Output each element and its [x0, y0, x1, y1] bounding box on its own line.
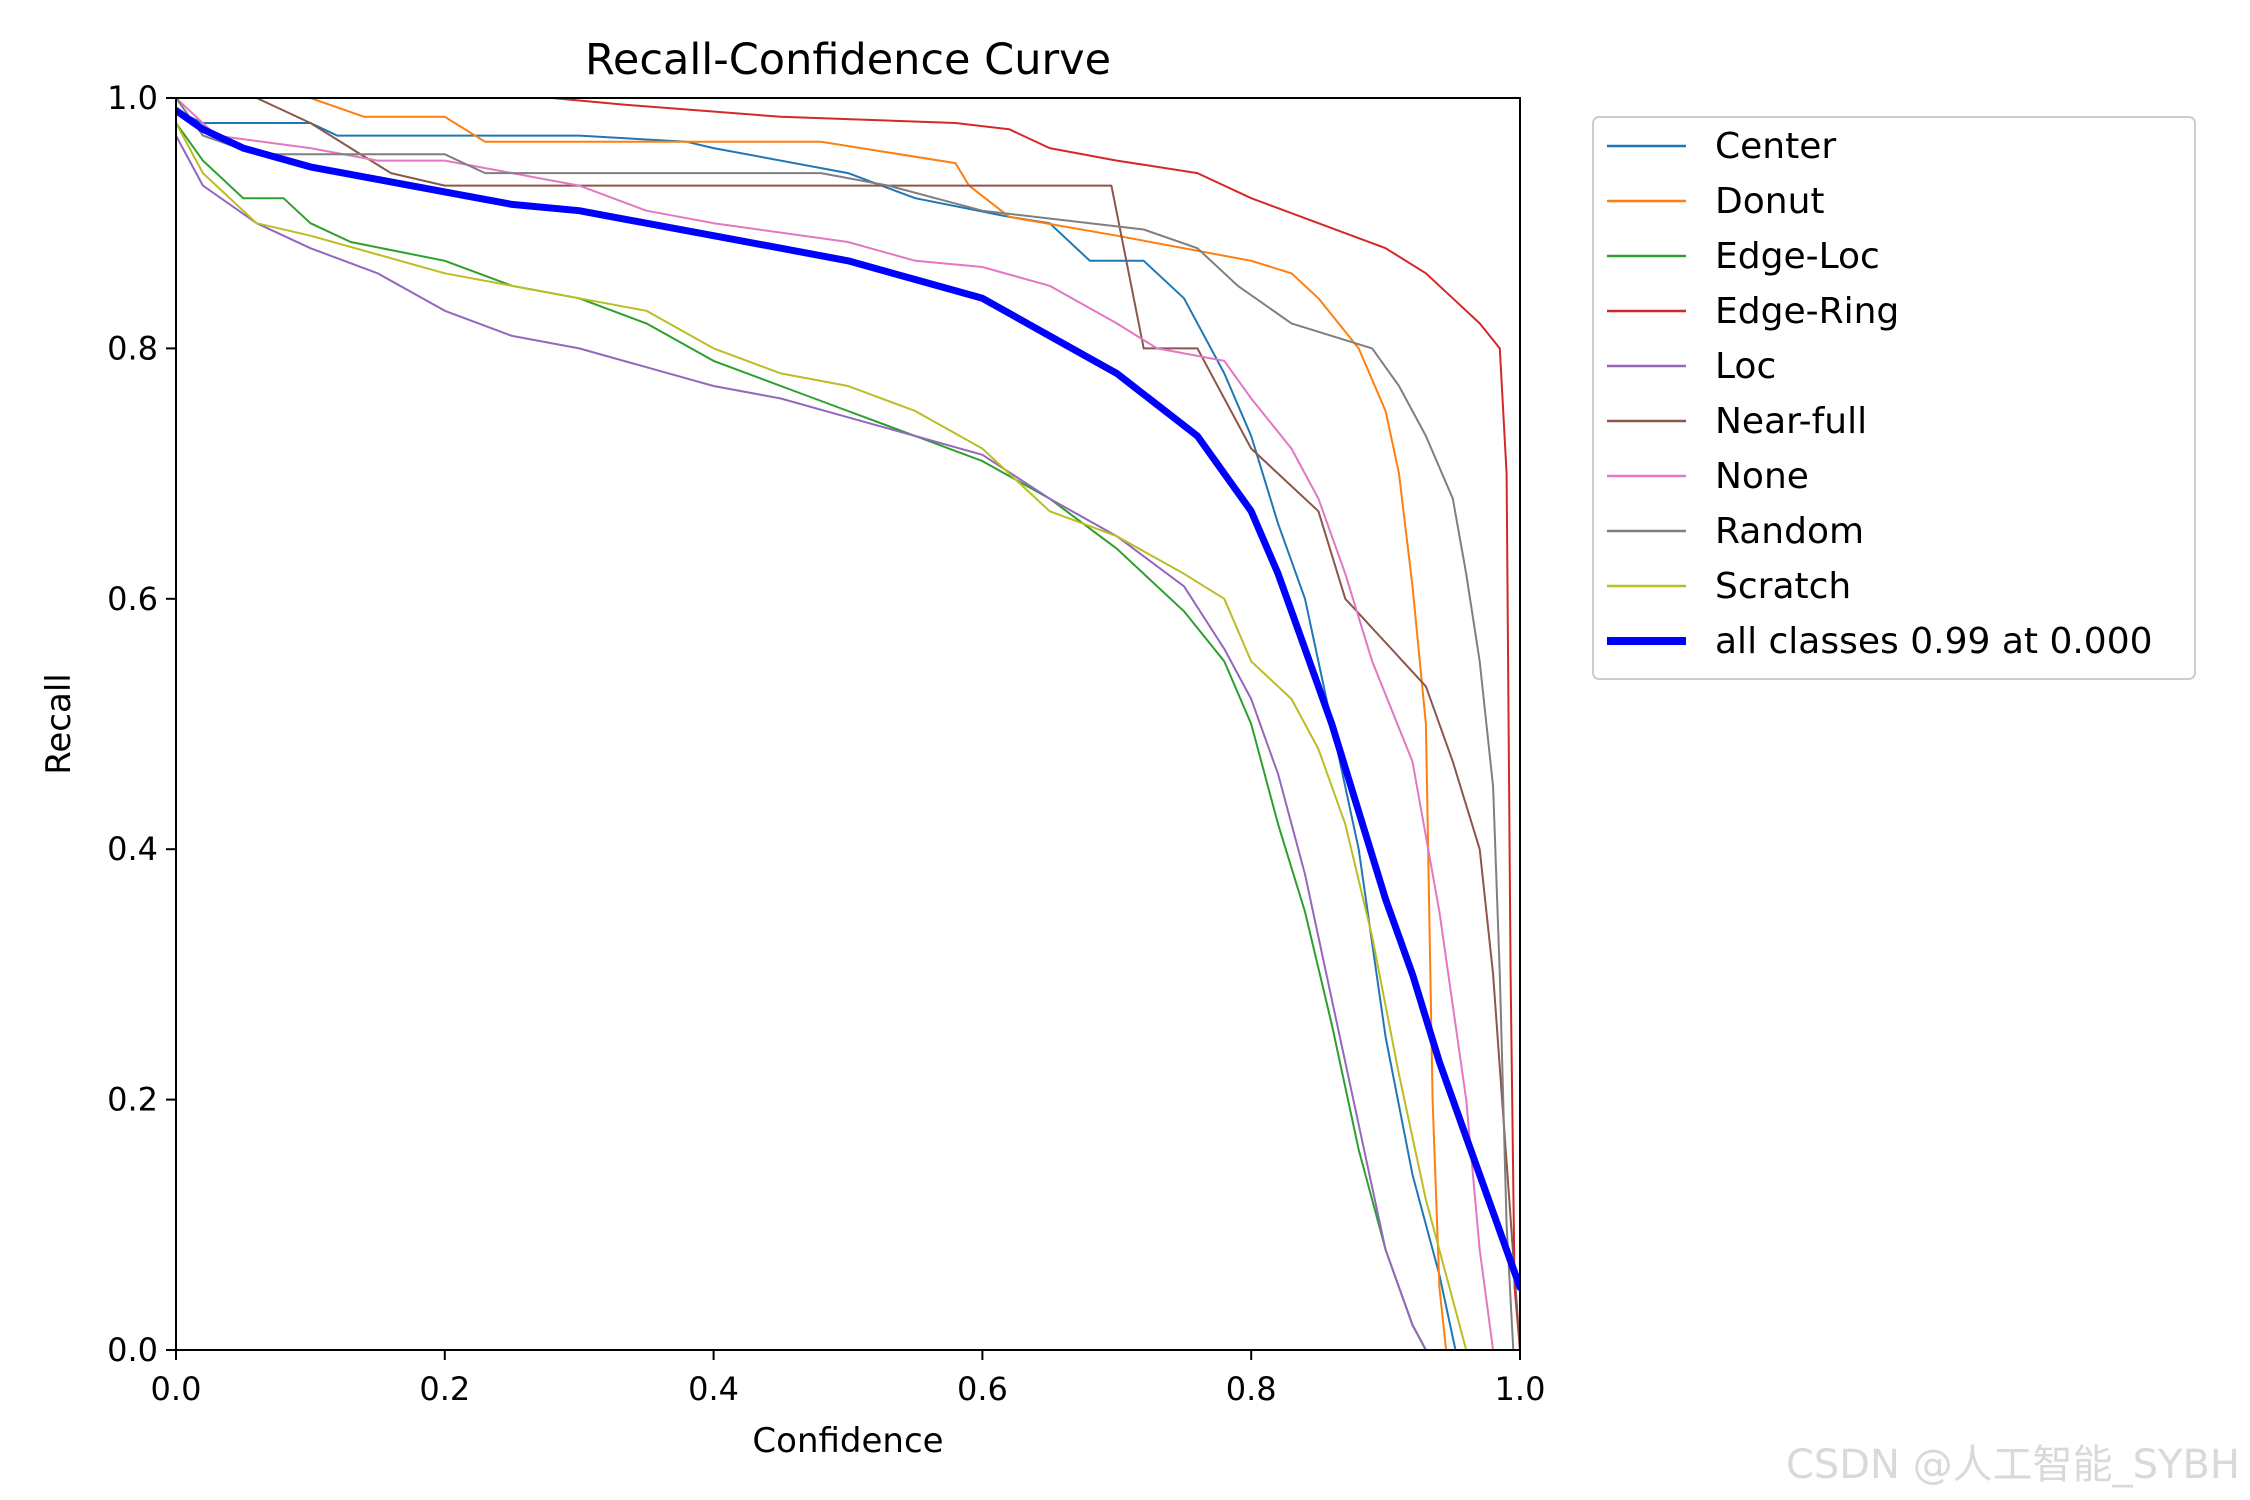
series-line-near-full	[176, 98, 1520, 1350]
legend-label-edge-ring: Edge-Ring	[1715, 291, 1899, 332]
series-line-loc	[176, 134, 1427, 1350]
y-tick-label: 0.8	[107, 329, 158, 367]
series-line-donut	[176, 98, 1448, 1350]
x-axis-label: Confidence	[752, 1421, 943, 1461]
legend-label-scratch: Scratch	[1715, 566, 1851, 607]
x-tick-label: 0.8	[1226, 1370, 1277, 1408]
legend-label-all-classes-0-99-at-0-000: all classes 0.99 at 0.000	[1715, 621, 2153, 662]
series-line-edge-ring	[176, 98, 1520, 1350]
watermark: CSDN @人工智能_SYBH	[1785, 1442, 2240, 1488]
series-line-all-classes-0-99-at-0-000	[176, 107, 1520, 1291]
series-line-none	[176, 98, 1495, 1350]
y-tick-label: 1.0	[107, 79, 158, 117]
series-line-random	[176, 98, 1515, 1350]
legend-label-near-full: Near-full	[1715, 401, 1867, 442]
y-axis-label: Recall	[39, 673, 79, 774]
series-line-center	[176, 109, 1457, 1350]
x-tick-label: 1.0	[1495, 1370, 1546, 1408]
legend-label-none: None	[1715, 456, 1809, 497]
legend: Center Donut Edge-Loc Edge-Ring Loc Near-full…	[1592, 116, 2196, 680]
legend-label-random: Random	[1715, 511, 1864, 552]
y-tick-label: 0.4	[107, 830, 158, 868]
legend-box	[1592, 116, 2196, 680]
y-tick-label: 0.6	[107, 580, 158, 618]
x-tick-label: 0.6	[957, 1370, 1008, 1408]
x-tick-label: 0.2	[419, 1370, 470, 1408]
y-tick-label: 0.2	[107, 1081, 158, 1119]
y-axis-ticks: 0.0 0.2 0.4 0.6 0.8 1.0	[107, 79, 176, 1369]
series-group	[176, 98, 1520, 1350]
plot-area	[175, 97, 1521, 1351]
y-tick-label: 0.0	[107, 1331, 158, 1369]
legend-label-loc: Loc	[1715, 346, 1776, 387]
legend-label-edge-loc: Edge-Loc	[1715, 236, 1880, 277]
x-tick-label: 0.4	[688, 1370, 739, 1408]
x-tick-label: 0.0	[151, 1370, 202, 1408]
chart-title: Recall-Confidence Curve	[585, 35, 1111, 85]
series-line-scratch	[176, 122, 1468, 1350]
plot-frame	[175, 97, 1521, 1351]
x-axis-ticks: 0.0 0.2 0.4 0.6 0.8 1.0	[151, 1350, 1546, 1408]
legend-label-center: Center	[1715, 126, 1836, 167]
legend-label-donut: Donut	[1715, 181, 1825, 222]
